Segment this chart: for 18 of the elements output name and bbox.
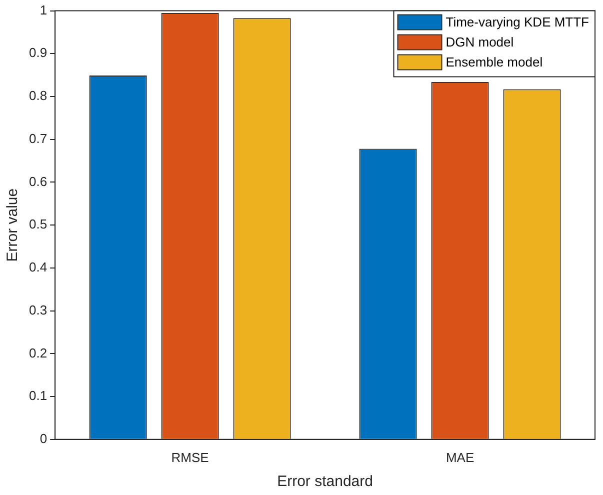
y-tick-label: 1: [40, 2, 48, 18]
y-tick-label: 0.9: [28, 45, 48, 60]
x-tick-label: RMSE: [171, 450, 210, 465]
y-tick-label: 0.1: [28, 388, 48, 404]
legend-label: Ensemble model: [446, 54, 543, 70]
x-tick-label: MAE: [446, 450, 474, 465]
y-tick-label: 0.2: [28, 345, 48, 360]
y-tick-label: 0.8: [28, 88, 48, 104]
y-axis-title: Error value: [4, 188, 22, 262]
x-axis-title: Error standard: [277, 473, 373, 490]
y-tick-label: 0: [40, 430, 48, 446]
y-tick-label: 0.3: [28, 302, 48, 318]
y-tick-label: 0.7: [28, 130, 48, 146]
y-tick-label: 0.5: [28, 216, 48, 232]
legend-label: Time-varying KDE MTTF: [446, 14, 590, 30]
legend-label: DGN model: [446, 34, 514, 50]
y-tick-label: 0.6: [28, 174, 48, 189]
y-tick-label: 0.4: [28, 260, 48, 275]
